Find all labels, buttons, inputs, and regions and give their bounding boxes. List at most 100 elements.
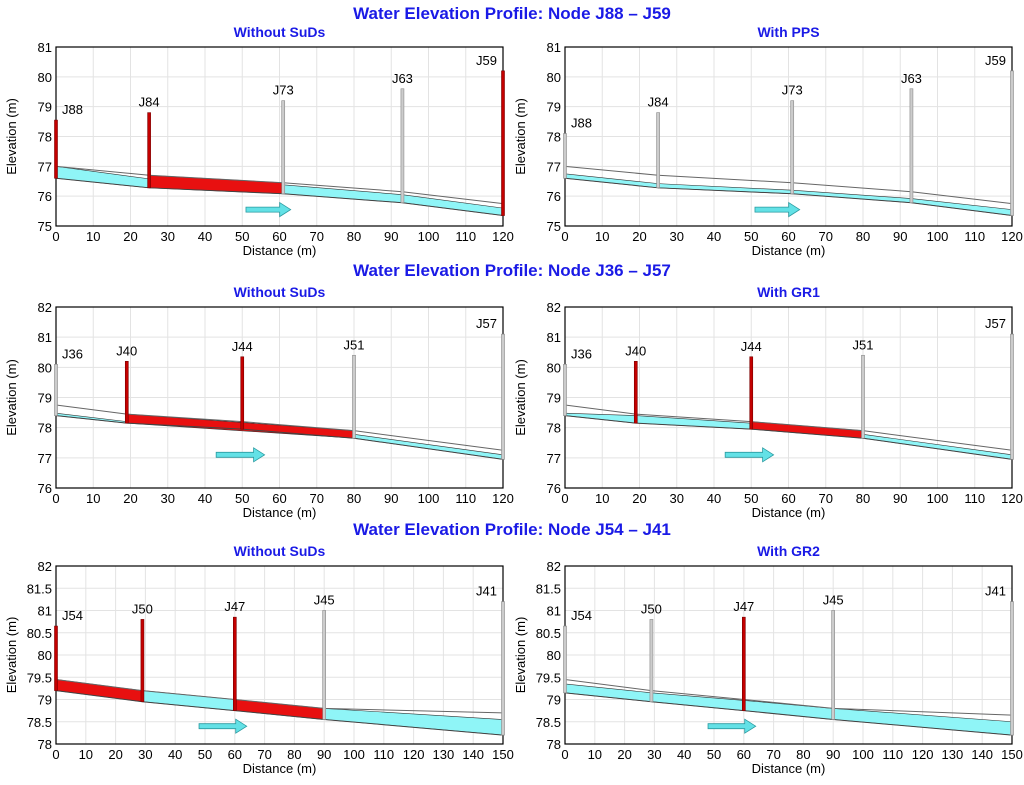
x-tick-label: 90 [826,747,840,762]
node-manhole-j63 [909,88,914,204]
x-tick-label: 100 [852,747,874,762]
x-tick-label: 20 [617,747,631,762]
node-label: J73 [273,83,294,98]
x-tick-label: 60 [272,491,286,506]
chart-panel-4: 0 10 20 30 40 50 60 70 80 90 100 110 120 76 77 78 79 80 81… [513,284,1023,520]
surcharged-pipe-segment [55,679,143,703]
water-level-segment [55,165,150,189]
x-tick-label: 10 [86,229,100,244]
y-tick-label: 79.5 [536,670,561,685]
x-tick-label: 90 [893,229,907,244]
y-tick-label: 78.5 [27,715,52,730]
x-tick-label: 140 [462,747,484,762]
y-tick-label: 79 [38,391,52,406]
y-tick-label: 76 [38,481,52,496]
x-tick-label: 100 [927,491,949,506]
x-tick-label: 60 [228,747,242,762]
surcharged-pipe-segment [126,413,355,439]
y-tick-label: 78.5 [536,715,561,730]
chart-title: Without SuDs [234,543,326,559]
node-label: J51 [344,337,365,352]
y-tick-label: 79.5 [27,670,52,685]
node-label: J54 [62,608,83,623]
node-manhole-j54 [54,625,58,691]
x-tick-label: 110 [455,491,476,506]
x-tick-label: 70 [766,747,780,762]
node-manhole-j36 [563,364,567,416]
x-tick-label: 60 [272,229,286,244]
y-tick-label: 81 [547,330,561,345]
y-tick-label: 80 [547,360,561,375]
y-tick-label: 76 [547,481,561,496]
section-title-3: Water Elevation Profile: Node J54 – J41 [353,520,671,539]
node-label: J57 [985,316,1006,331]
y-tick-label: 82 [547,300,561,315]
node-label: J84 [139,95,160,110]
node-label: J50 [132,601,153,616]
node-manhole-j88 [54,119,58,179]
surcharged-pipe-segment [234,699,325,720]
x-tick-label: 110 [882,747,903,762]
node-label: J36 [571,346,592,361]
node-manhole-j59 [501,70,505,216]
node-manhole-j45 [322,610,327,720]
node-label: J44 [232,339,253,354]
y-tick-label: 80 [547,70,561,85]
chart-title: Without SuDs [234,284,326,300]
y-tick-label: 77 [547,159,561,174]
x-tick-label: 20 [632,491,646,506]
y-tick-label: 81.5 [27,581,52,596]
y-tick-label: 78 [38,130,52,145]
node-label: J88 [571,116,592,131]
x-tick-label: 30 [161,229,175,244]
x-tick-label: 130 [433,747,455,762]
node-manhole-j47 [741,616,746,711]
section-title-2: Water Elevation Profile: Node J36 – J57 [353,261,671,280]
y-tick-label: 82 [547,559,561,574]
y-tick-label: 80 [38,648,52,663]
x-tick-label: 30 [670,229,684,244]
x-tick-label: 70 [310,229,324,244]
x-axis-label: Distance (m) [752,505,826,520]
x-tick-label: 40 [198,491,212,506]
x-tick-label: 120 [1001,229,1023,244]
x-tick-label: 40 [707,229,721,244]
node-manhole-j59 [1010,70,1014,216]
x-axis-label: Distance (m) [752,243,826,258]
y-tick-label: 82 [38,559,52,574]
y-tick-label: 80 [547,648,561,663]
node-label: J88 [62,102,83,117]
y-axis-label: Elevation (m) [4,98,19,175]
x-tick-label: 40 [168,747,182,762]
y-tick-label: 75 [38,219,52,234]
node-manhole-j84 [147,112,151,189]
x-tick-label: 150 [492,747,514,762]
node-manhole-j51 [861,354,865,439]
water-level-segment [911,198,1013,216]
x-tick-label: 0 [561,747,568,762]
node-label: J59 [985,53,1006,68]
x-tick-label: 70 [819,229,833,244]
node-manhole-j57 [1010,333,1014,460]
x-tick-label: 30 [647,747,661,762]
y-tick-label: 81 [38,40,52,55]
x-tick-label: 30 [670,491,684,506]
node-label: J45 [823,593,844,608]
node-label: J41 [476,584,497,599]
y-tick-label: 80 [38,360,52,375]
x-tick-label: 150 [1001,747,1023,762]
x-tick-label: 90 [384,229,398,244]
x-tick-label: 100 [418,229,440,244]
y-tick-label: 79 [547,391,561,406]
y-axis-label: Elevation (m) [513,617,528,694]
y-tick-label: 79 [38,100,52,115]
x-tick-label: 60 [737,747,751,762]
node-manhole-j40 [124,360,129,424]
chart-panel-1: 0 10 20 30 40 50 60 70 80 90 100 110 120 75 76 77 78 79 80… [4,24,514,258]
x-tick-label: 80 [347,229,361,244]
x-tick-label: 80 [287,747,301,762]
x-tick-label: 0 [561,491,568,506]
x-tick-label: 120 [912,747,934,762]
y-tick-label: 79 [38,693,52,708]
